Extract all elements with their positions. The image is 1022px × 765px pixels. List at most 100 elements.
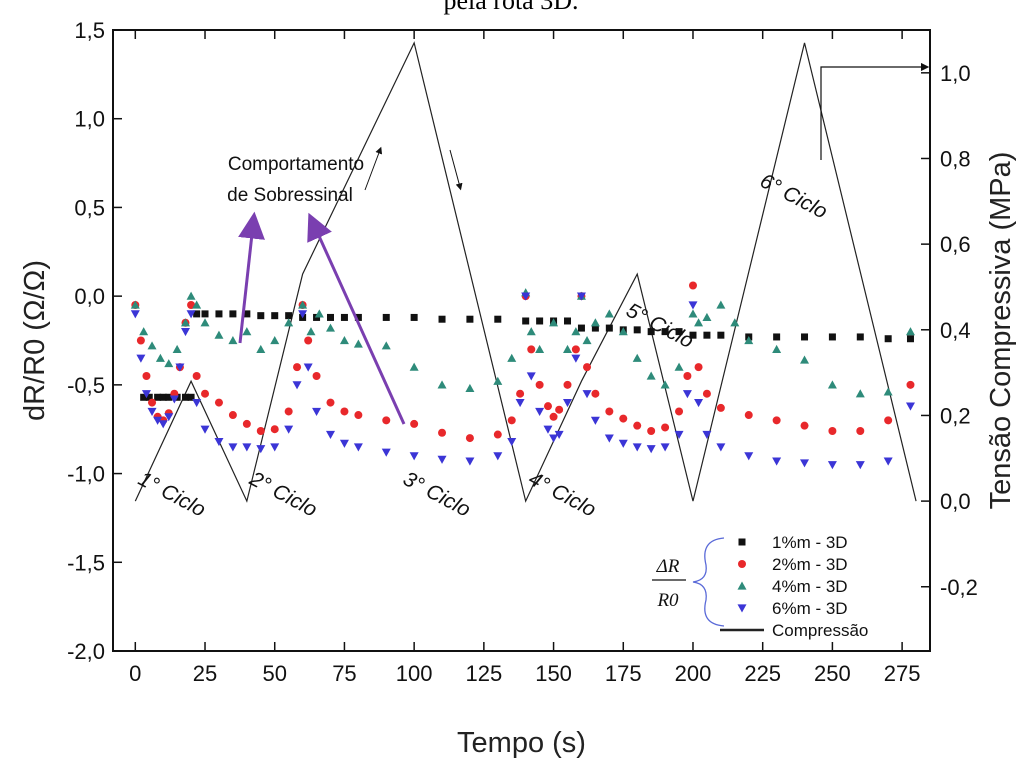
- data-point: [661, 423, 670, 432]
- data-point: [410, 419, 419, 428]
- data-point: [493, 430, 502, 439]
- data-point: [576, 292, 586, 301]
- data-point: [147, 341, 157, 350]
- x-tick-label: 150: [535, 661, 572, 686]
- data-point: [340, 407, 349, 416]
- data-point: [577, 324, 585, 332]
- data-point: [228, 336, 238, 345]
- legend-fraction-denominator: R0: [656, 590, 679, 611]
- data-point: [339, 439, 349, 448]
- data-point: [583, 363, 592, 372]
- x-tick-label: 50: [262, 661, 286, 686]
- data-point: [674, 430, 684, 440]
- data-point: [563, 344, 573, 353]
- data-point: [689, 331, 697, 339]
- data-point: [325, 430, 335, 440]
- data-point: [409, 452, 419, 461]
- data-point: [271, 312, 279, 320]
- data-point: [228, 411, 237, 420]
- data-point: [675, 328, 683, 336]
- data-point: [772, 416, 781, 425]
- data-point: [694, 363, 703, 372]
- data-point: [466, 315, 474, 323]
- legend-marker: [738, 538, 746, 546]
- data-point: [618, 439, 628, 448]
- data-point: [527, 345, 536, 354]
- data-point: [187, 393, 195, 401]
- data-point: [549, 318, 559, 327]
- x-axis-title: Tempo (s): [457, 727, 586, 759]
- data-point: [298, 310, 308, 319]
- data-point: [339, 336, 349, 345]
- data-point: [186, 310, 196, 319]
- data-point: [563, 399, 573, 408]
- data-point: [507, 438, 517, 447]
- unloading-arrow: [449, 149, 463, 191]
- data-point: [409, 362, 419, 371]
- data-point: [772, 457, 782, 466]
- data-point: [164, 413, 174, 422]
- data-point: [229, 310, 237, 318]
- data-point: [382, 416, 391, 425]
- data-point: [688, 281, 697, 290]
- data-point: [145, 393, 153, 401]
- data-point: [702, 312, 712, 322]
- data-point: [148, 398, 157, 407]
- data-point: [147, 407, 157, 416]
- data-point: [683, 371, 692, 380]
- data-point: [228, 443, 238, 452]
- data-point: [590, 416, 600, 425]
- data-point: [465, 457, 475, 466]
- data-point: [571, 354, 581, 363]
- legend-label: Compressão: [772, 621, 868, 640]
- data-point: [243, 310, 251, 318]
- data-point: [438, 428, 447, 437]
- loading-arrow: [364, 146, 383, 191]
- data-point: [186, 291, 196, 300]
- data-point: [465, 434, 474, 443]
- legend-label: 1%m - 3D: [772, 533, 848, 552]
- data-point: [284, 407, 293, 416]
- data-point: [730, 318, 740, 327]
- series-2-m-3d: [131, 281, 915, 443]
- x-tick-label: 250: [814, 661, 851, 686]
- data-point: [303, 363, 313, 372]
- y2-tick-label: -0,2: [940, 575, 978, 600]
- annotation-line-1: Comportamento: [228, 154, 364, 175]
- data-point: [605, 324, 613, 332]
- data-point: [688, 301, 698, 310]
- data-point: [493, 376, 503, 385]
- data-point: [193, 310, 201, 318]
- data-point: [800, 459, 810, 468]
- data-point: [716, 443, 726, 452]
- data-point: [828, 426, 837, 435]
- data-point: [172, 344, 182, 353]
- y-tick-label: -1,5: [67, 550, 105, 575]
- plot-frame: [112, 29, 931, 652]
- legend-marker: [737, 581, 747, 590]
- data-point: [688, 309, 698, 318]
- data-point: [906, 380, 915, 389]
- legend-label: 6%m - 3D: [772, 599, 848, 618]
- y-tick-label: -1,0: [67, 462, 105, 487]
- data-point: [554, 430, 564, 440]
- data-point: [660, 380, 670, 389]
- data-point: [535, 344, 545, 353]
- series-6-m-3d: [130, 292, 915, 470]
- data-point: [582, 390, 592, 399]
- data-point: [130, 300, 140, 309]
- data-point: [604, 309, 614, 318]
- data-point: [516, 389, 525, 398]
- data-point: [633, 421, 642, 430]
- legend-label: 2%m - 3D: [772, 555, 848, 574]
- data-point: [694, 399, 704, 408]
- y2-tick-label: 0,8: [940, 146, 971, 171]
- data-point: [215, 310, 223, 318]
- data-point: [660, 443, 670, 452]
- data-point: [201, 310, 209, 318]
- data-point: [493, 452, 503, 461]
- x-tick-label: 25: [193, 661, 217, 686]
- data-point: [543, 402, 552, 411]
- x-tick-label: 75: [332, 661, 356, 686]
- data-point: [180, 328, 190, 337]
